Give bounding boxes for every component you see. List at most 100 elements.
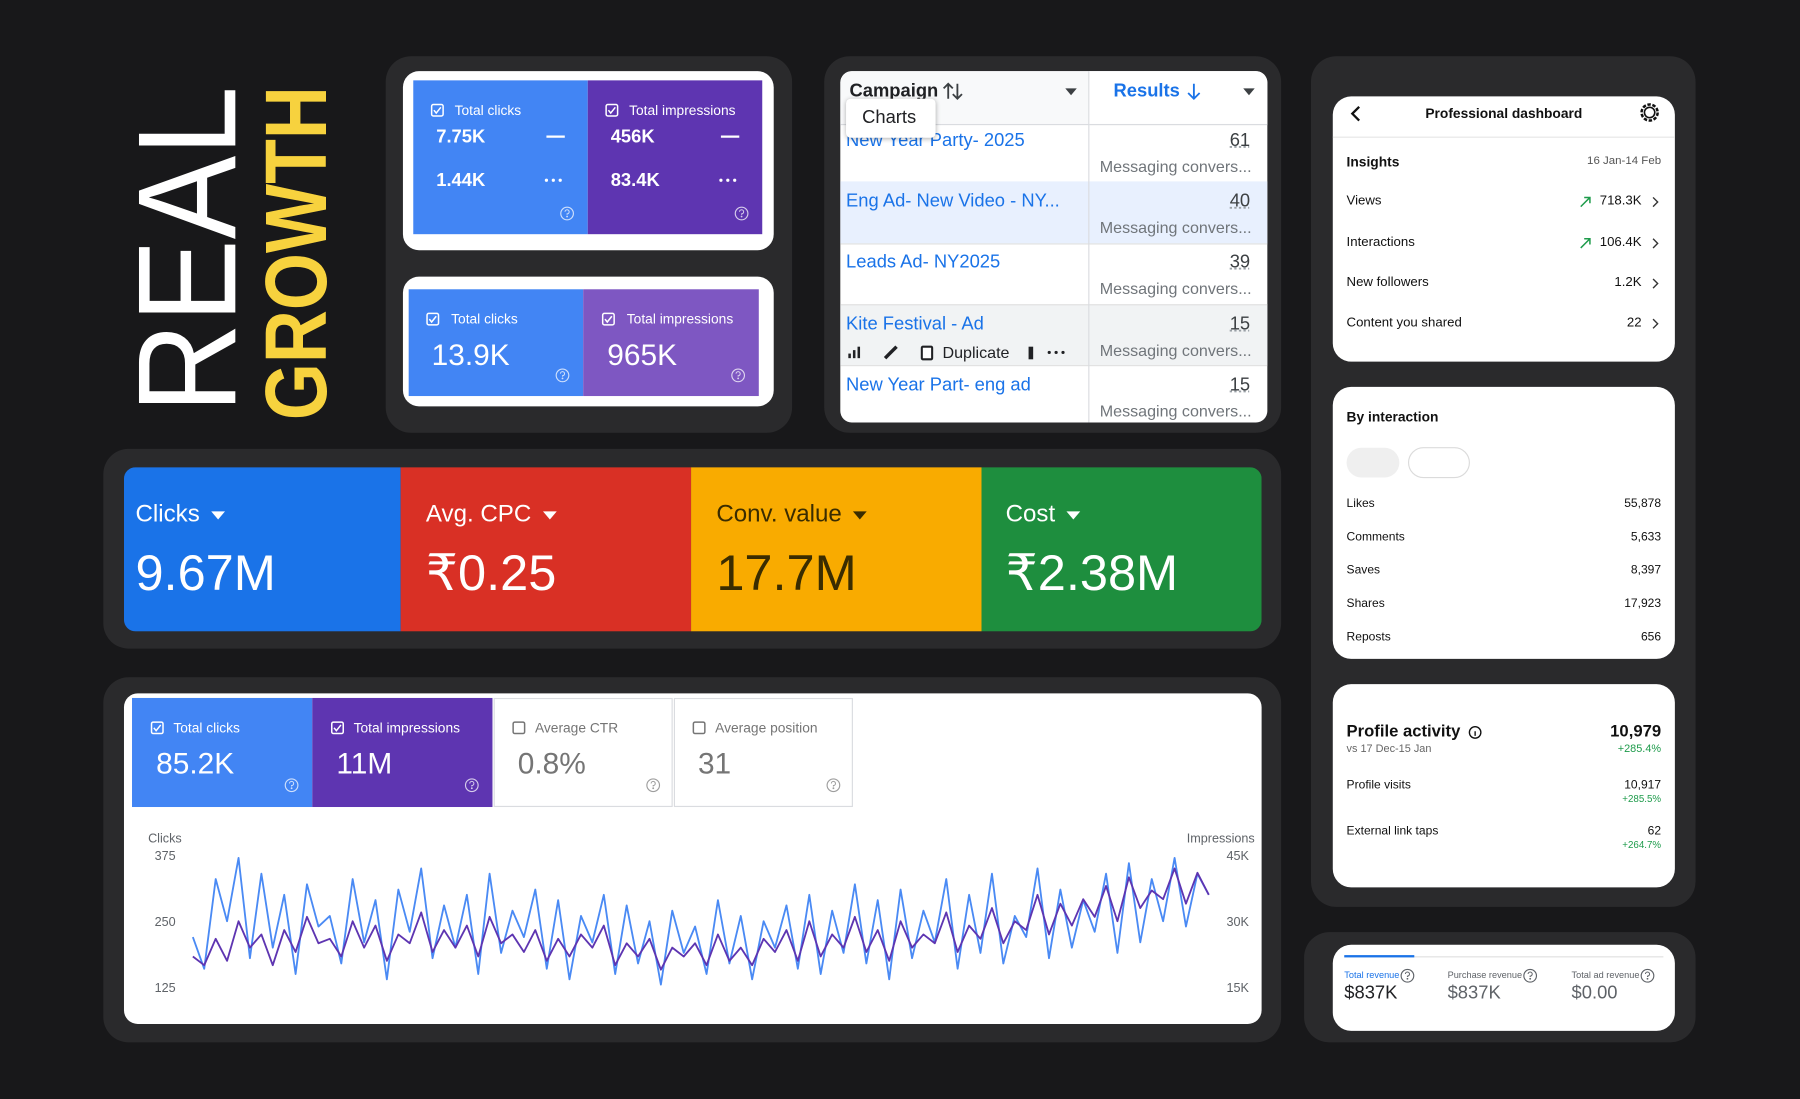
kpi-label[interactable]: Clicks [135, 502, 225, 526]
result-type: Messaging convers... [1099, 401, 1252, 421]
insight-value: 1.2K [1614, 275, 1642, 290]
interaction-label: Shares [1346, 596, 1385, 611]
activity-label: External link taps [1346, 823, 1439, 838]
kpi-value: ₹0.25 [425, 545, 557, 602]
metric-label: Total clicks [451, 311, 518, 328]
title-real: REAL [108, 86, 265, 413]
activity-change: +285.5% [1622, 792, 1662, 805]
metric-tile [312, 697, 493, 808]
metric-value: 83.4K [610, 171, 660, 191]
tooltip-text: Charts [862, 107, 917, 128]
date-range: 16 Jan-14 Feb [1587, 154, 1662, 168]
section-title: Profile activity [1346, 722, 1461, 742]
kpi-label[interactable]: Cost [1006, 502, 1081, 526]
insights-card [1332, 96, 1675, 362]
campaign-name[interactable]: Eng Ad- New Video - NY... [846, 191, 1060, 212]
row-bg [840, 304, 1268, 366]
activity-value: 10,917 [1624, 778, 1662, 792]
tile-label[interactable]: Average CTR [534, 719, 619, 736]
metric-label: Total impressions [626, 311, 734, 328]
tile-clicks [408, 289, 584, 397]
result-value: 39 [1229, 252, 1251, 273]
activity-change: +285.4% [1617, 743, 1662, 756]
tile-value: 31 [697, 746, 732, 781]
interaction-value: 8,397 [1630, 563, 1662, 578]
tab[interactable]: Stories [1420, 456, 1456, 468]
kpi-bg [123, 467, 401, 632]
insight-label[interactable]: Views [1346, 194, 1382, 209]
column-divider [1088, 71, 1090, 423]
tile-value: 85.2K [156, 746, 235, 781]
row-action[interactable]: Duplicate [942, 343, 1010, 362]
tab[interactable]: Reels [1359, 456, 1387, 468]
result-type: Messaging convers... [1099, 218, 1252, 237]
insight-value: 106.4K [1599, 235, 1642, 250]
interaction-value: 55,878 [1624, 496, 1662, 511]
result-type: Messaging convers... [1099, 340, 1252, 360]
comparison: vs 17 Dec-15 Jan [1346, 743, 1432, 756]
campaign-name[interactable]: New Year Part- eng ad [846, 375, 1031, 395]
result-value: 40 [1229, 191, 1251, 212]
interaction-value: 656 [1640, 629, 1662, 644]
metric-tile [673, 697, 853, 808]
tile-label[interactable]: Average position [715, 719, 818, 736]
tile-impressions [583, 289, 759, 397]
metric-tile [132, 697, 313, 808]
insight-label[interactable]: Content you shared [1346, 315, 1462, 330]
interaction-card [1332, 386, 1675, 659]
summary-card [402, 276, 774, 407]
result-value: 61 [1229, 130, 1251, 151]
metric-value: 456K [610, 127, 655, 147]
revenue-label[interactable]: Total revenue [1344, 970, 1400, 981]
activity-total: 10,979 [1610, 722, 1662, 742]
activity-card [1332, 684, 1675, 888]
revenue-value: $837K [1344, 983, 1398, 1004]
kpi-value: 17.7M [716, 545, 857, 602]
row-divider [840, 365, 1268, 367]
kpi-label[interactable]: Conv. value [716, 502, 867, 526]
activity-value: 62 [1647, 823, 1662, 838]
tab-active [1344, 955, 1415, 958]
activity-label: Profile visits [1346, 778, 1411, 792]
row-bg [840, 181, 1268, 244]
metric-value: 13.9K [431, 337, 510, 372]
insight-value: 22 [1626, 315, 1642, 330]
interaction-label: Comments [1346, 530, 1405, 544]
campaign-name[interactable]: Kite Festival - Ad [846, 314, 984, 335]
interaction-value: 5,633 [1630, 530, 1662, 544]
revenue-value: $837K [1447, 983, 1501, 1004]
divider [1332, 136, 1675, 138]
dashboard-title: Professional dashboard [1425, 105, 1583, 122]
tile-label[interactable]: Total impressions [353, 719, 460, 736]
kpi-label[interactable]: Avg. CPC [426, 502, 557, 526]
title-growth: GROWTH [248, 86, 345, 420]
result-value: 15 [1229, 375, 1251, 395]
kpi-value: ₹2.38M [1005, 545, 1179, 602]
result-type: Messaging convers... [1099, 157, 1252, 176]
activity-change: +264.7% [1622, 838, 1662, 851]
revenue-label[interactable]: Purchase revenue [1447, 970, 1523, 981]
campaign-name[interactable]: Leads Ad- NY2025 [846, 252, 1001, 273]
kpi-strip [123, 467, 1262, 632]
column-header[interactable]: Results [1113, 81, 1180, 102]
row-divider [840, 304, 1268, 306]
metric-label: Total impressions [629, 102, 736, 119]
revenue-card [1332, 944, 1675, 1031]
insight-label[interactable]: Interactions [1346, 235, 1415, 250]
column-header[interactable]: Campaign [849, 81, 939, 102]
kpi-value: 9.67M [135, 545, 276, 602]
revenue-label[interactable]: Total ad revenue [1571, 970, 1640, 981]
tab-rule [1344, 956, 1664, 958]
interaction-label: Reposts [1346, 629, 1391, 644]
kpi-bg [981, 467, 1262, 632]
tile-value: 0.8% [517, 746, 586, 781]
tile-label[interactable]: Total clicks [173, 719, 240, 736]
revenue-value: $0.00 [1571, 983, 1618, 1004]
interaction-label: Saves [1346, 563, 1381, 578]
row-divider [840, 243, 1268, 245]
metric-value: 7.75K [436, 127, 486, 147]
section-title: By interaction [1346, 408, 1439, 425]
kpi-bg [691, 467, 982, 632]
insight-label[interactable]: New followers [1346, 275, 1429, 290]
